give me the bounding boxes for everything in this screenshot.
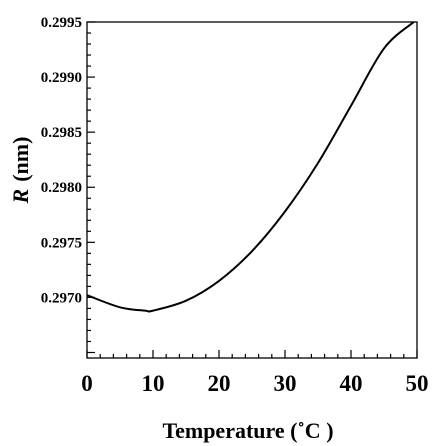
y-tick-label: 0.2985 [41, 125, 82, 141]
x-tick-label: 10 [142, 371, 165, 396]
x-tick-label: 0 [81, 371, 93, 396]
series-line [86, 21, 415, 313]
y-tick-label: 0.2980 [41, 180, 82, 196]
y-axis-tick-labels: 0.2970 0.2975 0.2980 0.2985 0.2990 0.2995 [41, 15, 82, 306]
y-axis-ticks [87, 21, 95, 354]
y-tick-label: 0.2970 [41, 290, 82, 306]
y-axis-label-symbol: R [8, 189, 33, 205]
plot-area: 0 10 20 30 40 50 0.29700.29750.29800.29850.29… [41, 15, 429, 396]
series-group [86, 21, 415, 313]
x-tick-label: 40 [340, 371, 363, 396]
y-tick-label: 0.2990 [41, 70, 82, 86]
y-axis-label: R (nm) [8, 137, 33, 205]
x-axis-label: Temperature (˚C ) [162, 418, 333, 443]
x-tick-label: 30 [274, 371, 297, 396]
plot-frame [86, 21, 418, 359]
x-axis-tick-labels: 0 10 20 30 40 50 [81, 371, 428, 396]
y-tick-label: 0.2975 [41, 235, 82, 251]
x-tick-label: 20 [208, 371, 231, 396]
x-axis-ticks [86, 350, 418, 358]
y-axis-label-unit: (nm) [8, 137, 33, 182]
x-tick-label: 50 [406, 371, 429, 396]
y-tick-label: 0.2995 [41, 15, 82, 31]
